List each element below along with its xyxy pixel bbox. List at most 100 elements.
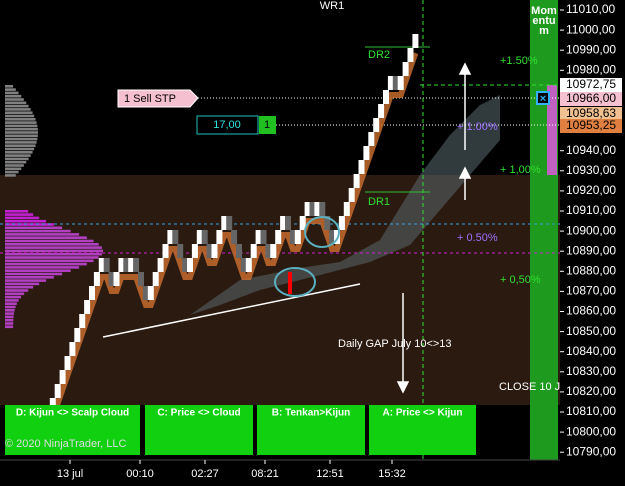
renko-brick <box>142 286 149 300</box>
price-label: 10870,00 <box>566 284 616 298</box>
volume-bar <box>5 302 17 305</box>
order-line[interactable]: 1 Sell STP 17,00 1 × <box>117 89 550 135</box>
renko-brick <box>226 216 233 230</box>
renko-brick <box>285 216 291 230</box>
volume-bar <box>5 154 31 157</box>
renko-brick <box>353 174 360 188</box>
highlight-circle <box>274 267 316 297</box>
renko-brick <box>128 258 135 272</box>
close-order-icon[interactable]: × <box>540 93 546 105</box>
price-label: 10980,00 <box>566 62 616 76</box>
volume-bar <box>5 134 38 138</box>
renko-brick <box>378 104 385 118</box>
order-qty[interactable]: 1 <box>264 119 270 131</box>
volume-bar <box>5 111 33 114</box>
volume-bar <box>5 322 14 325</box>
renko-brick <box>216 230 223 244</box>
order-price[interactable]: 17,00 <box>213 119 241 131</box>
price-label: 10800,00 <box>566 424 616 438</box>
volume-bar <box>5 233 80 236</box>
percent-label: + 0,50% <box>500 274 541 286</box>
signal-button-label[interactable]: A: Price <> Kijun <box>382 408 462 419</box>
renko-brick <box>231 230 238 244</box>
renko-brick <box>84 300 91 314</box>
signal-button-label[interactable]: C: Price <> Cloud <box>157 408 240 419</box>
renko-bricks <box>40 34 419 440</box>
volume-bar <box>5 243 99 246</box>
signal-button[interactable] <box>369 405 476 455</box>
price-label: 10940,00 <box>566 143 616 157</box>
renko-brick <box>329 230 336 244</box>
renko-brick <box>250 244 257 258</box>
renko-brick <box>191 244 198 258</box>
percent-label: + 1.00% <box>457 121 498 133</box>
renko-brick <box>182 258 189 272</box>
kijun-ribbon <box>40 52 419 446</box>
price-label: 10880,00 <box>566 263 616 277</box>
renko-brick <box>201 230 208 244</box>
volume-bar <box>5 213 34 216</box>
volume-bar <box>5 239 94 243</box>
renko-brick <box>206 244 213 258</box>
renko-brick <box>93 272 100 286</box>
time-label: 02:27 <box>191 468 219 480</box>
renko-brick <box>211 244 218 258</box>
dr1-label: DR1 <box>368 196 390 208</box>
volume-bar <box>5 88 16 91</box>
signal-button-label[interactable]: D: Kijun <> Scalp Cloud <box>16 408 129 419</box>
renko-brick <box>177 244 184 258</box>
price-marker <box>560 78 622 92</box>
renko-brick <box>79 314 86 328</box>
signal-button[interactable] <box>5 405 140 455</box>
renko-brick <box>397 76 404 90</box>
time-label: 08:21 <box>251 468 279 480</box>
volume-bar <box>5 118 36 121</box>
volume-bar <box>5 318 14 322</box>
renko-brick <box>118 258 125 272</box>
signal-button-label[interactable]: B: Tenkan>Kijun <box>272 408 350 419</box>
order-price-box[interactable] <box>196 115 259 135</box>
volume-bar <box>5 167 22 171</box>
ichimoku-cloud <box>190 95 500 315</box>
volume-bar <box>5 236 87 239</box>
price-marker-label: 10958,63 <box>566 106 616 120</box>
volume-bar <box>5 256 99 259</box>
signal-button[interactable] <box>145 405 253 455</box>
renko-brick <box>172 230 179 244</box>
volume-bar <box>5 269 71 272</box>
signal-buttons: D: Kijun <> Scalp Cloud C: Price <> Cloud… <box>5 405 476 455</box>
price-label: 10990,00 <box>566 42 616 56</box>
momentum-bar <box>547 85 557 175</box>
volume-bar <box>5 289 29 292</box>
order-label[interactable]: 1 Sell STP <box>124 93 176 105</box>
price-marker-label: 10953,25 <box>566 118 616 132</box>
renko-brick <box>289 230 296 244</box>
volume-bar <box>5 312 15 315</box>
order-tag[interactable] <box>117 89 199 108</box>
renko-brick <box>275 230 282 244</box>
close-order-button[interactable] <box>536 91 550 105</box>
order-qty-box[interactable] <box>259 116 276 134</box>
volume-bar <box>5 219 47 223</box>
volume-bar <box>5 262 87 266</box>
renko-brick <box>138 272 144 286</box>
renko-brick <box>407 48 414 62</box>
volume-bar <box>5 108 31 111</box>
renko-brick <box>402 62 409 76</box>
renko-brick <box>387 76 394 90</box>
renko-brick <box>187 258 193 272</box>
renko-brick <box>152 272 159 286</box>
momentum-panel <box>530 0 558 460</box>
renko-brick <box>98 258 105 272</box>
signal-button[interactable] <box>257 405 365 455</box>
volume-bar <box>5 137 38 141</box>
time-label: 00:10 <box>126 468 154 480</box>
renko-brick <box>157 258 164 272</box>
volume-bar <box>5 299 19 302</box>
renko-brick <box>59 370 66 384</box>
price-marker <box>560 107 622 121</box>
renko-brick <box>392 76 399 90</box>
gap-label: Daily GAP July 10<>13 <box>338 338 452 350</box>
renko-brick <box>299 216 306 230</box>
renko-brick <box>338 216 345 230</box>
